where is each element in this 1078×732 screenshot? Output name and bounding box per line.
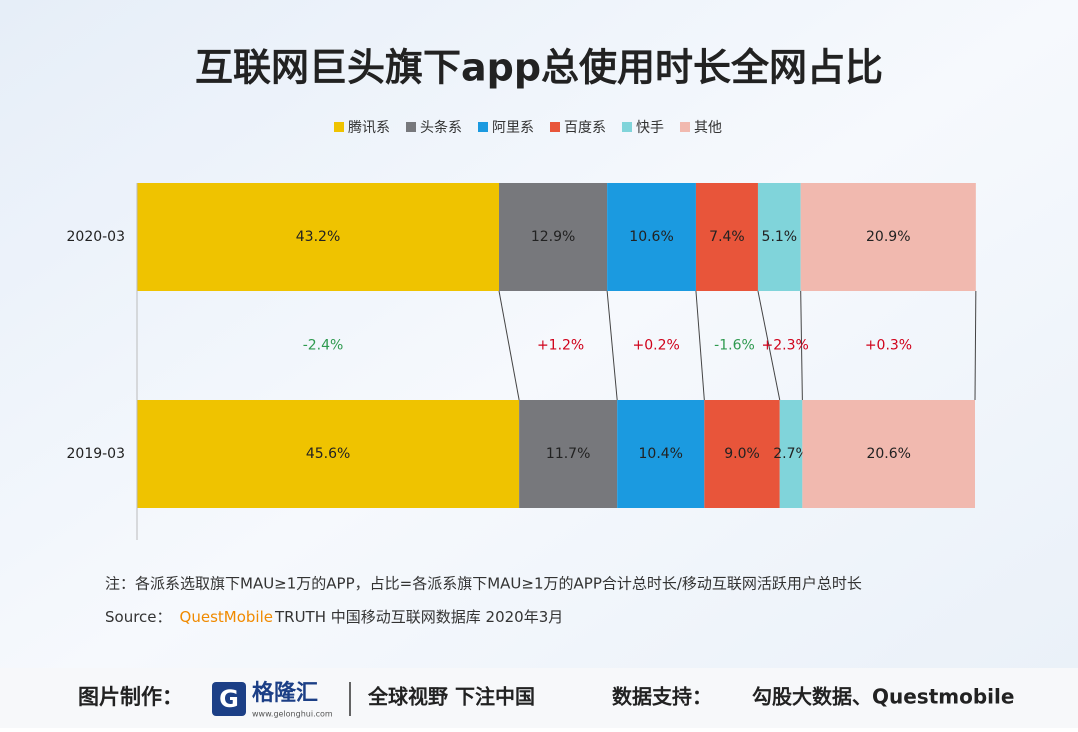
value-label: 2.7% [773, 446, 809, 462]
legend-label: 快手 [636, 120, 664, 136]
legend-swatch [334, 122, 344, 132]
change-label: +0.3% [865, 338, 912, 354]
change-label: +0.2% [632, 338, 679, 354]
connector [695, 290, 705, 401]
bar-segment [704, 400, 780, 508]
logo-mark: G [219, 685, 239, 713]
y-tick-label: 2020-03 [67, 229, 126, 245]
value-label: 20.6% [866, 446, 910, 462]
footer-logo: 格隆汇 [252, 680, 318, 706]
value-label: 10.6% [629, 229, 673, 245]
chart-title: 互联网巨头旗下app总使用时长全网占比 [195, 46, 883, 90]
change-label: +2.3% [762, 338, 809, 354]
connector [974, 290, 977, 401]
connector [800, 290, 803, 401]
value-label: 7.4% [709, 229, 745, 245]
bar-segment [802, 400, 975, 508]
legend-swatch [478, 122, 488, 132]
legend-swatch [622, 122, 632, 132]
bar-segment [779, 400, 803, 508]
legend-label: 百度系 [564, 120, 606, 136]
legend-label: 头条系 [420, 119, 462, 136]
change-label: -1.6% [714, 338, 755, 354]
source-text: TRUTH 中国移动互联网数据库 2020年3月 [274, 608, 563, 626]
bar-segment [800, 183, 976, 291]
value-label: 11.7% [546, 446, 590, 462]
footer-url: www.gelonghui.com [252, 710, 333, 719]
source-brand: QuestMobile [180, 608, 273, 626]
value-label: 10.4% [639, 446, 683, 462]
legend-label: 其他 [694, 120, 722, 136]
value-label: 45.6% [306, 446, 350, 462]
bar-segment [695, 183, 758, 291]
bar-segment [499, 183, 608, 291]
value-label: 5.1% [762, 229, 798, 245]
change-label: +1.2% [537, 338, 584, 354]
value-label: 43.2% [296, 229, 340, 245]
value-label: 12.9% [531, 229, 575, 245]
footer-support-names: 勾股大数据、Questmobile [752, 685, 1014, 709]
source-label: Source： [105, 608, 172, 626]
legend-swatch [680, 122, 690, 132]
value-label: 9.0% [724, 446, 760, 462]
bar-segment [137, 183, 500, 291]
bar-segment [607, 183, 696, 291]
connector [606, 290, 618, 401]
legend-label: 阿里系 [492, 120, 534, 136]
bar-segment [519, 400, 618, 508]
footer-slogan: 全球视野 下注中国 [367, 685, 535, 709]
plot: 2020-03 43.2% 12.9% 10.6% 7.4% 5.1% 20.9% 2019-… [67, 183, 977, 540]
note: 注：各派系选取旗下MAU≥1万的APP，占比=各派系旗下MAU≥1万的APP合计… [105, 575, 862, 593]
source: Source： QuestMobile TRUTH 中国移动互联网数据库 2020年… [105, 608, 563, 626]
footer-made-by: 图片制作： [78, 685, 183, 709]
bar-segment [137, 400, 520, 508]
footer-support: 数据支持： [612, 685, 712, 709]
connector [498, 290, 520, 401]
connector [757, 290, 781, 401]
change-label: -2.4% [303, 338, 344, 354]
footer-bar [0, 668, 1078, 728]
bar-segment [617, 400, 705, 508]
legend-swatch [406, 122, 416, 132]
legend-label: 腾讯系 [348, 119, 390, 136]
legend-swatch [550, 122, 560, 132]
y-tick-label: 2019-03 [67, 446, 126, 462]
logo-icon [212, 682, 246, 716]
value-label: 20.9% [866, 229, 910, 245]
bar-segment [757, 183, 801, 291]
legend: 腾讯系 头条系 阿里系 百度系 快手 其他 [334, 119, 722, 136]
